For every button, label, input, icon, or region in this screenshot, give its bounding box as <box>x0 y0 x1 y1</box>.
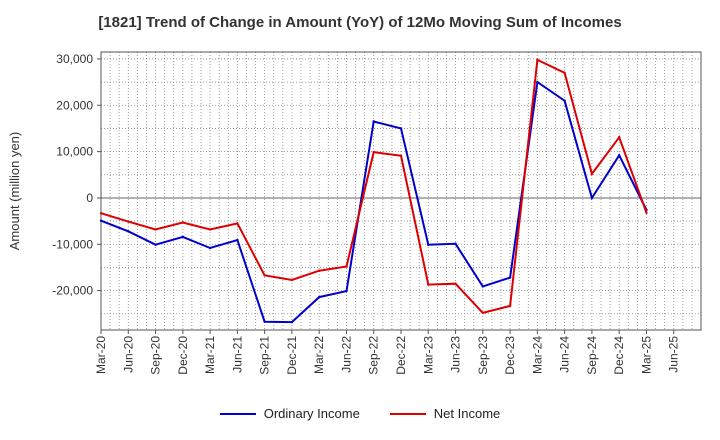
x-tick-label: Jun-20 <box>121 336 135 373</box>
data-point-net-income <box>236 222 239 225</box>
data-point-ordinary-income <box>181 235 185 239</box>
data-point-net-income <box>345 265 348 268</box>
legend-item-net-income: Net Income <box>389 406 501 421</box>
x-tick-label: Mar-22 <box>312 336 326 374</box>
y-tick-label: 20,000 <box>56 98 93 112</box>
data-point-net-income <box>399 154 403 157</box>
data-point-ordinary-income <box>154 243 157 246</box>
data-point-net-income <box>563 71 566 75</box>
data-point-net-income <box>127 220 130 223</box>
data-point-ordinary-income <box>481 285 485 288</box>
x-tick-label: Dec-23 <box>503 336 517 375</box>
legend-item-ordinary-income: Ordinary Income <box>219 406 360 421</box>
data-point-net-income <box>590 172 594 176</box>
x-tick-label: Sep-21 <box>258 336 272 375</box>
data-point-net-income <box>263 274 266 277</box>
y-tick-label: -20,000 <box>52 284 93 298</box>
data-point-net-income <box>454 282 457 285</box>
x-tick-label: Jun-21 <box>230 336 244 373</box>
x-tick-label: Jun-25 <box>667 336 681 373</box>
data-point-ordinary-income <box>590 196 594 200</box>
y-tick-label: 10,000 <box>56 145 93 159</box>
data-point-net-income <box>645 211 648 214</box>
x-tick-label: Mar-25 <box>639 336 653 374</box>
y-tick-label: -10,000 <box>52 237 93 251</box>
x-tick-label: Mar-24 <box>530 336 544 374</box>
data-point-ordinary-income <box>372 120 375 123</box>
data-point-ordinary-income <box>536 80 539 84</box>
data-point-net-income <box>481 311 485 315</box>
axis-layer: 30,000 20,000 10,000 0 -10,000 -20,000 Mar-20 J… <box>52 51 702 375</box>
data-point-net-income <box>536 58 539 62</box>
data-point-net-income <box>427 283 430 286</box>
x-tick-label: Mar-20 <box>94 336 108 374</box>
data-point-ordinary-income <box>563 99 566 102</box>
data-point-net-income <box>372 150 375 154</box>
data-point-net-income <box>317 269 321 272</box>
data-point-ordinary-income <box>263 320 266 323</box>
y-tick-label: 30,000 <box>56 52 93 66</box>
chart-title: [1821] Trend of Change in Amount (YoY) o… <box>98 14 622 31</box>
grid-layer <box>101 52 701 330</box>
y-tick-label: 0 <box>86 191 93 205</box>
data-point-ordinary-income <box>208 246 212 250</box>
data-point-net-income <box>99 212 103 215</box>
x-tick-label: Dec-24 <box>612 336 626 375</box>
x-tick-label: Sep-24 <box>585 336 599 375</box>
x-tick-label: Sep-22 <box>367 336 381 375</box>
x-tick-label: Mar-21 <box>203 336 217 374</box>
legend-label-ordinary-income: Ordinary Income <box>263 406 360 421</box>
data-point-ordinary-income <box>345 289 348 293</box>
data-point-net-income <box>617 136 621 139</box>
data-point-ordinary-income <box>617 154 621 157</box>
x-tick-label: Sep-20 <box>149 336 163 375</box>
x-tick-label: Dec-21 <box>285 336 299 375</box>
data-point-ordinary-income <box>454 242 457 246</box>
series-layer <box>99 58 648 324</box>
x-tick-label: Sep-23 <box>476 336 490 375</box>
data-point-ordinary-income <box>290 320 294 324</box>
data-point-ordinary-income <box>399 127 403 130</box>
x-tick-label: Jun-23 <box>449 336 463 373</box>
x-tick-label: Dec-20 <box>176 336 190 375</box>
x-tick-label: Dec-22 <box>394 336 408 375</box>
legend-swatch-net-income <box>389 412 426 415</box>
x-tick-label: Jun-24 <box>558 336 572 373</box>
data-point-ordinary-income <box>99 219 103 222</box>
data-point-net-income <box>181 221 185 224</box>
data-point-ordinary-income <box>427 243 430 246</box>
data-point-net-income <box>208 228 212 231</box>
data-point-ordinary-income <box>236 238 239 242</box>
data-point-ordinary-income <box>317 295 321 299</box>
legend-swatch-ordinary-income <box>219 412 256 415</box>
data-point-net-income <box>290 278 294 282</box>
y-axis-label: Amount (million yen) <box>7 132 22 251</box>
data-point-ordinary-income <box>127 230 130 233</box>
data-point-ordinary-income <box>508 276 512 279</box>
legend: Ordinary Income Net Income <box>0 406 720 421</box>
data-point-net-income <box>154 228 157 231</box>
legend-label-net-income: Net Income <box>433 406 501 421</box>
x-tick-label: Mar-23 <box>421 336 435 374</box>
data-point-net-income <box>508 304 512 308</box>
x-tick-label: Jun-22 <box>339 336 353 373</box>
